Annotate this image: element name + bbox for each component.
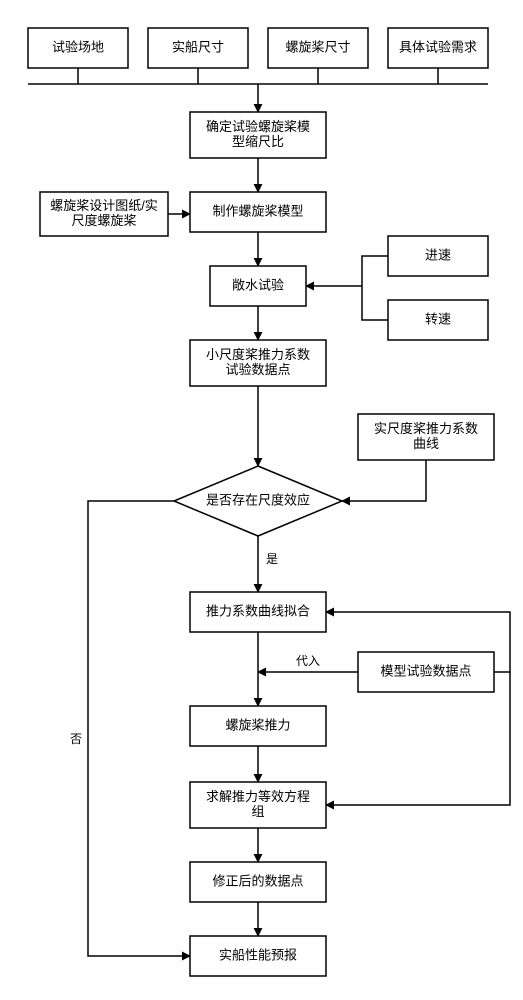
node-make: 制作螺旋桨模型	[190, 192, 326, 232]
node-full: 实尺度桨推力系数曲线	[358, 414, 494, 460]
edge-9	[362, 256, 388, 286]
node-scale-label-1: 型缩尺比	[232, 134, 284, 149]
node-pred: 实船性能预报	[190, 936, 326, 976]
node-inspd: 进速	[388, 236, 488, 276]
node-solve-label-1: 组	[251, 804, 264, 819]
node-top3: 螺旋桨尺寸	[268, 28, 368, 68]
node-small-label-0: 小尺度桨推力系数	[206, 347, 310, 362]
node-make-label-0: 制作螺旋桨模型	[212, 203, 303, 218]
edge-16	[88, 501, 190, 956]
node-full-label-0: 实尺度桨推力系数	[374, 421, 478, 436]
node-thrust: 螺旋桨推力	[190, 706, 326, 746]
flowchart: 是否代入试验场地实船尺寸螺旋桨尺寸具体试验需求确定试验螺旋桨模型缩尺比螺旋桨设计…	[0, 0, 523, 1000]
node-fit: 推力系数曲线拟合	[190, 592, 326, 632]
node-scale-label-0: 确定试验螺旋桨模	[206, 119, 310, 134]
node-open: 敞水试验	[210, 266, 306, 306]
node-corr: 修正后的数据点	[190, 862, 326, 902]
node-thrust-label-0: 螺旋桨推力	[225, 717, 290, 732]
node-mdata: 模型试验数据点	[358, 652, 494, 692]
node-pred-label-0: 实船性能预报	[219, 947, 297, 962]
node-dec: 是否存在尺度效应	[174, 466, 342, 536]
node-mdata-label-0: 模型试验数据点	[380, 663, 471, 678]
node-top3-label-0: 螺旋桨尺寸	[285, 39, 350, 54]
node-top2-label-0: 实船尺寸	[172, 39, 224, 54]
node-top4: 具体试验需求	[388, 28, 488, 68]
node-inspd-label-0: 进速	[425, 247, 451, 262]
node-open-label-0: 敞水试验	[232, 277, 284, 292]
node-rpm: 转速	[388, 300, 488, 340]
node-top4-label-0: 具体试验需求	[399, 39, 477, 54]
node-small-label-1: 试验数据点	[225, 362, 290, 377]
node-corr-label-0: 修正后的数据点	[212, 873, 303, 888]
node-fit-label-0: 推力系数曲线拟合	[206, 603, 310, 618]
edge-label-15: 是	[266, 552, 278, 566]
node-full-label-1: 曲线	[413, 436, 439, 451]
edge-10	[362, 286, 388, 320]
node-rpm-label-0: 转速	[425, 311, 451, 326]
node-draw-label-1: 尺度螺旋桨	[71, 213, 136, 228]
node-draw-label-0: 螺旋桨设计图纸/实	[50, 198, 158, 213]
node-draw: 螺旋桨设计图纸/实尺度螺旋桨	[40, 192, 168, 236]
edge-14	[342, 460, 426, 501]
node-top1-label-0: 试验场地	[52, 39, 104, 54]
node-solve: 求解推力等效方程组	[190, 782, 326, 828]
node-top1: 试验场地	[28, 28, 128, 68]
node-dec-label-0: 是否存在尺度效应	[206, 492, 310, 507]
edge-label-16: 否	[70, 732, 82, 746]
edge-label-18: 代入	[296, 654, 320, 668]
node-solve-label-0: 求解推力等效方程	[206, 789, 310, 804]
node-small: 小尺度桨推力系数试验数据点	[190, 340, 326, 386]
node-top2: 实船尺寸	[148, 28, 248, 68]
node-scale: 确定试验螺旋桨模型缩尺比	[190, 112, 326, 158]
